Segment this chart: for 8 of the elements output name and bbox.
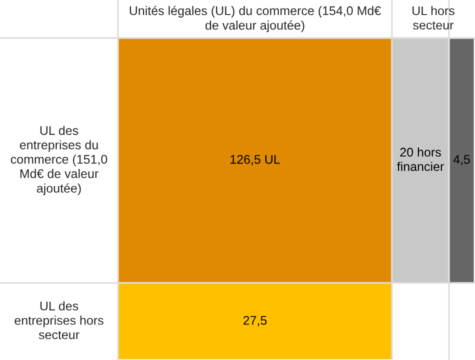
text: UL hors secteur — [412, 6, 454, 30]
text: UL des entreprises hors secteur — [14, 301, 104, 340]
data-label: 20 hors financier — [397, 147, 444, 172]
data-label: 4,5 — [453, 155, 470, 166]
text: UL des entreprises du commerce (151,0 Md€ de valeur ajoutée) — [10, 126, 108, 196]
data-label: 126,5 UL — [230, 154, 280, 166]
data-label: 27,5 — [243, 316, 267, 326]
text: Unités légales (UL) du commerce (154,0 Md€ de valeur ajoutée) — [130, 6, 381, 32]
